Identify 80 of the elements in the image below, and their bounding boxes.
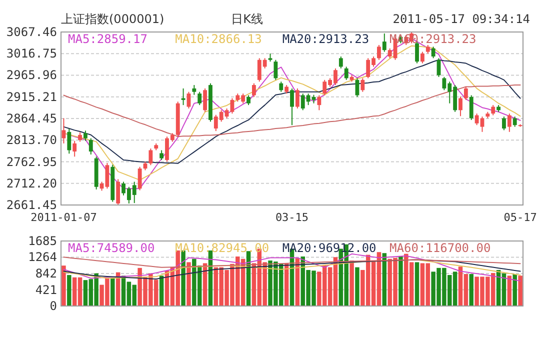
candlestick [502, 116, 506, 131]
candlestick [192, 84, 196, 96]
candlestick [355, 78, 360, 98]
candlestick [88, 138, 93, 155]
bar [507, 276, 512, 306]
y-tick-label: 1685 [28, 234, 57, 248]
bar [469, 274, 474, 306]
candlestick [67, 128, 72, 154]
bar [518, 276, 522, 306]
candlestick [295, 88, 300, 109]
candlestick [160, 150, 164, 161]
text: MA5:2859.17 [68, 32, 148, 46]
y-tick-label: 1264 [28, 250, 57, 264]
candlestick [338, 56, 343, 69]
text: 2011-05-17 09:34:14 [392, 12, 530, 26]
series-label: MA5:74589.00 [68, 241, 155, 255]
y-tick-label: 2915.21 [6, 90, 57, 104]
candlestick [186, 91, 191, 109]
candlestick [246, 94, 250, 106]
y-tick-label: 2813.70 [6, 133, 57, 148]
candlestick [181, 88, 186, 106]
line-series [63, 59, 521, 164]
chart-subtitle: 日K线 [231, 12, 263, 26]
bar [398, 256, 403, 306]
y-tick-label: 3016.75 [6, 46, 57, 61]
candlestick [230, 98, 234, 114]
text: MA20:2913.23 [282, 32, 370, 46]
line-series [63, 253, 521, 282]
candlestick [420, 51, 424, 64]
bar [159, 276, 164, 306]
candlestick [507, 113, 512, 132]
candlestick [252, 82, 256, 98]
x-tick-label: 2011-01-07 [30, 211, 97, 224]
bar [350, 260, 354, 306]
candlestick [274, 59, 278, 80]
candlestick [203, 88, 207, 112]
candlestick [464, 86, 468, 100]
candlestick [148, 148, 153, 166]
candlestick [290, 88, 294, 126]
y-tick-label: 421 [35, 282, 57, 297]
bar [67, 275, 72, 306]
y-tick-label: 2965.96 [6, 68, 57, 82]
candlestick [62, 118, 66, 144]
candlestick [458, 96, 462, 117]
y-tick-label: 842 [35, 266, 57, 281]
candlestick [84, 130, 88, 142]
bar [186, 262, 191, 306]
y-tick-label: 2661.45 [6, 198, 57, 212]
candlestick [317, 94, 322, 111]
candlestick [138, 166, 142, 191]
candlestick [469, 94, 474, 120]
candlestick [491, 104, 496, 116]
series-label: MA10:82945.00 [175, 241, 270, 255]
candlestick [431, 46, 436, 59]
x-tick-label: 03-15 [275, 211, 309, 224]
bar [512, 274, 517, 306]
y-tick-label: 3067.46 [6, 25, 57, 39]
bar [414, 262, 420, 306]
candlestick [360, 78, 365, 92]
chart-title: 上证指数(000001) [61, 12, 164, 26]
line-series [63, 256, 521, 268]
bar [110, 278, 115, 306]
x-tick-label: 05-17 [504, 211, 537, 224]
candlestick [116, 178, 120, 206]
candlestick [78, 132, 82, 142]
y-tick-label: 2864.45 [6, 112, 57, 126]
candlestick [377, 44, 381, 60]
y-tick-label: 2712.20 [6, 176, 57, 190]
candlestick [344, 66, 348, 80]
candlestick [512, 116, 517, 128]
candlestick [198, 91, 202, 106]
bar [355, 267, 360, 306]
series-label: MA60:116700.00 [390, 241, 491, 255]
candlestick [279, 81, 284, 92]
bar [62, 266, 66, 306]
y-tick-label: 0 [50, 299, 57, 313]
candlestick [382, 32, 386, 52]
text: MA10:2866.13 [175, 32, 262, 46]
candlestick [72, 140, 77, 158]
y-tick-label: 2762.95 [6, 154, 57, 169]
